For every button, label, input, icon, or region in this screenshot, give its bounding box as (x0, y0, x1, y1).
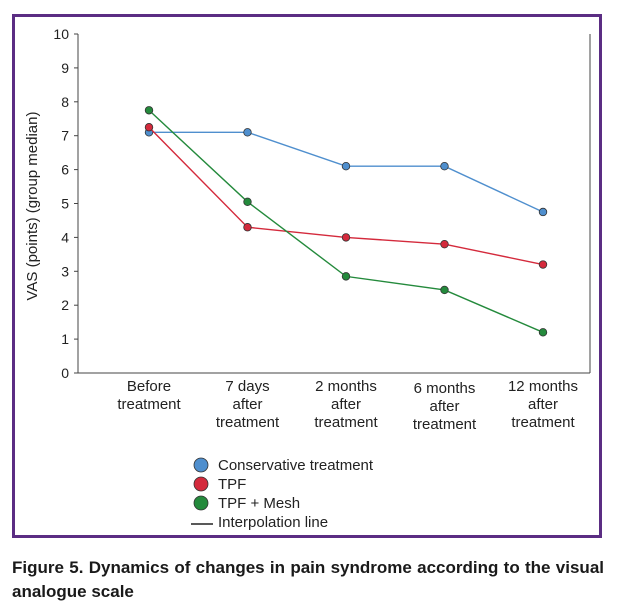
chart-axes (77, 34, 591, 374)
y-tick-label: 5 (61, 196, 69, 212)
data-point (243, 128, 252, 137)
y-tick-label: 4 (61, 229, 69, 245)
y-tick-label: 1 (61, 331, 69, 347)
data-point (243, 223, 252, 232)
legend-marker (193, 495, 209, 511)
legend: Conservative treatment TPF TPF + Mesh Inter… (191, 457, 374, 531)
data-point (440, 285, 449, 295)
legend-label: TPF + Mesh (218, 495, 300, 512)
data-point (341, 233, 351, 242)
data-point (341, 272, 351, 281)
legend-label: Interpolation line (218, 514, 328, 531)
data-point (144, 106, 154, 115)
data-point (538, 260, 548, 269)
line-chart: 0 1 2 3 4 5 6 7 8 9 10 Before treatment 7 days after t… (24, 26, 591, 531)
data-point (440, 239, 449, 249)
x-axis-ticks: Before treatment 7 days after treatment 2 mon… (117, 378, 578, 433)
figure-caption: Figure 5. Dynamics of changes in pain sy… (12, 558, 604, 601)
y-tick-label: 9 (61, 60, 69, 76)
y-tick-label: 3 (61, 263, 69, 279)
figure-frame (12, 14, 602, 538)
series-line (148, 109, 544, 333)
y-tick-label: 2 (61, 297, 69, 313)
x-tick-label: 2 months after treatment (314, 378, 378, 431)
data-point (538, 328, 548, 337)
data-point (243, 197, 252, 207)
x-tick-label: Before treatment (117, 378, 181, 413)
legend-label: Conservative treatment (218, 457, 374, 474)
y-axis-label: VAS (points) (group median) (24, 112, 41, 301)
data-point (538, 207, 548, 217)
legend-marker (193, 457, 209, 473)
data-point (144, 123, 154, 132)
y-tick-label: 0 (61, 365, 69, 381)
series-line (148, 126, 544, 266)
legend-marker (193, 476, 209, 492)
y-tick-label: 8 (61, 94, 69, 110)
legend-label: TPF (218, 476, 246, 493)
x-tick-label: 12 months after treatment (508, 378, 578, 431)
series-layer (144, 106, 548, 337)
data-point (341, 162, 351, 171)
x-tick-label: 7 days after treatment (216, 378, 280, 431)
data-point (440, 162, 449, 171)
y-axis-ticks: 0 1 2 3 4 5 6 7 8 9 10 (53, 26, 78, 381)
series-line (149, 131, 544, 213)
y-tick-label: 7 (61, 128, 69, 144)
x-tick-label: 6 months after treatment (413, 380, 477, 433)
y-tick-label: 10 (53, 26, 69, 42)
y-tick-label: 6 (61, 162, 69, 178)
